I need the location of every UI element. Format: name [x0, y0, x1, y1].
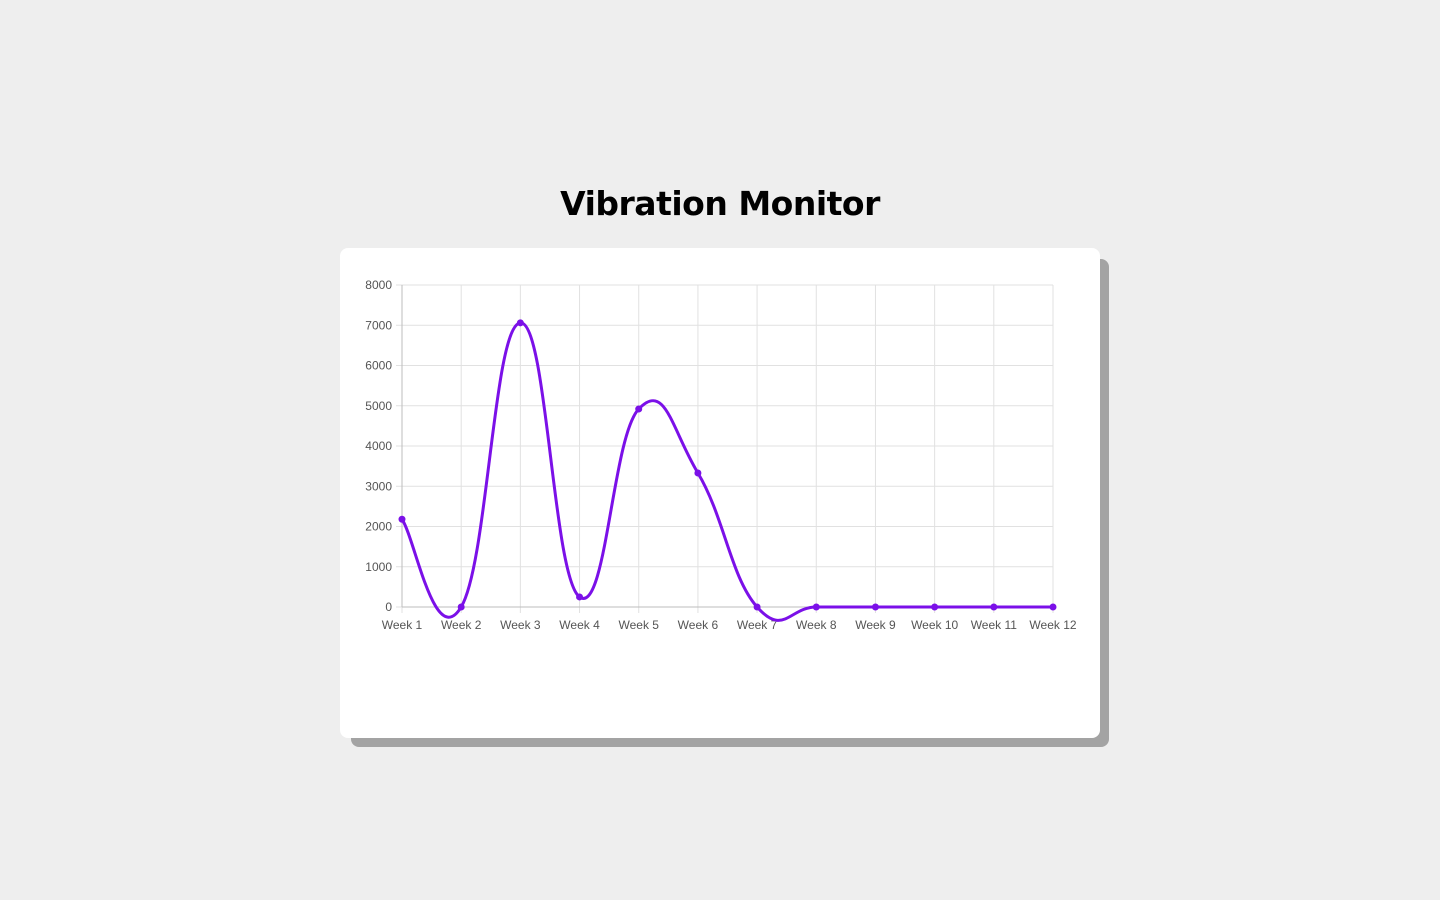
data-point [694, 469, 702, 477]
series-line [400, 321, 1055, 622]
data-point [457, 603, 465, 611]
data-point [1049, 603, 1057, 611]
x-tick-label: Week 1 [382, 618, 423, 632]
points-layer [398, 319, 1057, 611]
x-tick-label: Week 11 [971, 618, 1018, 632]
y-tick-label: 1000 [365, 560, 392, 574]
data-point [812, 603, 820, 611]
y-tick-label: 0 [385, 600, 392, 614]
y-tick-label: 3000 [365, 479, 392, 493]
x-tick-label: Week 9 [855, 618, 896, 632]
data-point [635, 405, 643, 413]
y-tick-label: 6000 [365, 359, 392, 373]
data-point [990, 603, 998, 611]
y-tick-label: 7000 [365, 318, 392, 332]
line-chart: 0 1000 2000 3000 4000 5000 6000 7000 8000 Week 1… [365, 278, 1077, 632]
grid-lines [396, 284, 1054, 613]
x-tick-label: Week 8 [796, 618, 837, 632]
y-tick-labels: 0 1000 2000 3000 4000 5000 6000 7000 8000 [365, 278, 392, 614]
y-tick-label: 4000 [365, 439, 392, 453]
page-title: Vibration Monitor [560, 184, 880, 223]
data-point [753, 603, 761, 611]
data-point [398, 515, 406, 523]
y-tick-label: 5000 [365, 399, 392, 413]
y-tick-label: 8000 [365, 278, 392, 292]
x-tick-label: Week 10 [911, 618, 958, 632]
x-tick-label: Week 7 [737, 618, 778, 632]
x-tick-label: Week 12 [1029, 618, 1076, 632]
x-tick-label: Week 2 [441, 618, 482, 632]
x-tick-label: Week 6 [678, 618, 719, 632]
y-tick-label: 2000 [365, 520, 392, 534]
x-tick-labels: Week 1 Week 2 Week 3 Week 4 Week 5 Week 6 Week… [382, 618, 1077, 632]
x-tick-label: Week 3 [500, 618, 541, 632]
data-point [931, 603, 939, 611]
series-layer [400, 321, 1055, 622]
data-point [871, 603, 879, 611]
chart-card: 0 1000 2000 3000 4000 5000 6000 7000 8000 Week 1… [340, 248, 1100, 738]
x-tick-label: Week 5 [618, 618, 659, 632]
data-point [516, 319, 524, 327]
x-tick-label: Week 4 [559, 618, 600, 632]
data-point [576, 593, 584, 601]
